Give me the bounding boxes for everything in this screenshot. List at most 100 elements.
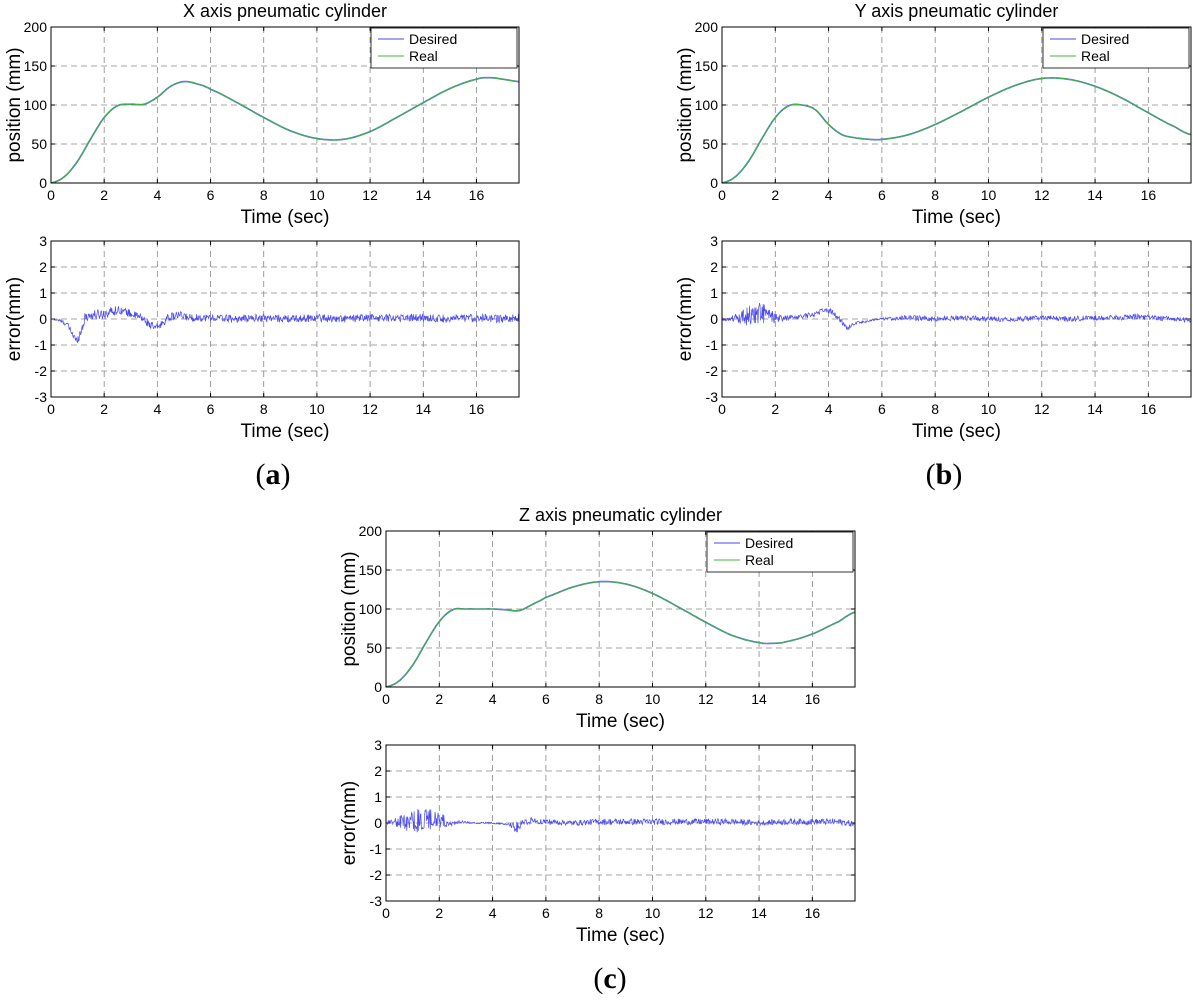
panel-b-error-xtick-label: 2 — [771, 401, 779, 417]
panel-a-error-xtick-label: 14 — [415, 401, 431, 417]
panel-a-series-error — [51, 306, 519, 343]
panel-b-position-ytick-label: 200 — [695, 19, 719, 35]
panel-b-position-xtick-label: 2 — [771, 187, 779, 203]
panel-c-error-xlabel: Time (sec) — [576, 925, 665, 946]
panel-c-position-xtick-label: 10 — [645, 691, 661, 707]
panel-c-error-xtick-label: 4 — [489, 905, 497, 921]
panel-b-series-error — [722, 302, 1191, 331]
panel-b-legend-label-real: Real — [1081, 48, 1110, 64]
panel-a-position-frame — [50, 26, 520, 184]
panel-c-error-frame — [385, 744, 856, 902]
panel-c-error-xtick-label: 0 — [382, 905, 390, 921]
panel-a-position-ytick-label: 0 — [39, 175, 47, 191]
panel-a-position-xtick-label: 0 — [47, 187, 55, 203]
panel-a-error-ytick-label: 1 — [39, 285, 47, 301]
panel-b-error-ytick-label: -2 — [706, 363, 719, 379]
panel-c-legend-box — [706, 531, 854, 573]
panel-b-error-xtick-label: 14 — [1087, 401, 1103, 417]
panel-a-error-xtick-label: 10 — [309, 401, 325, 417]
panel-b-position-ylabel: position (mm) — [675, 47, 696, 162]
panel-b-error-xlabel: Time (sec) — [912, 421, 1001, 442]
panel-b-position-xtick-label: 16 — [1141, 187, 1157, 203]
panel-c-position-xtick-label: 8 — [595, 691, 603, 707]
panel-a-error-xtick-label: 6 — [207, 401, 215, 417]
panel-b-error-xtick-label: 12 — [1034, 401, 1050, 417]
panel-label-c: (c) — [593, 962, 627, 995]
panel-a-position-xtick-label: 10 — [309, 187, 325, 203]
panel-b-position-xtick-label: 4 — [825, 187, 833, 203]
panel-a-error-xtick-label: 0 — [47, 401, 55, 417]
panel-label-a: (a) — [255, 458, 291, 491]
panel-a-position-xtick-label: 14 — [415, 187, 431, 203]
panel-b-position-ytick-label: 0 — [710, 175, 718, 191]
panel-c-series-error — [386, 809, 855, 833]
panel-a-position-ytick-label: 50 — [31, 136, 47, 152]
panel-c-error-xtick-label: 16 — [805, 905, 821, 921]
panel-b-error-frame — [721, 240, 1192, 398]
panel-a-position-xtick-label: 8 — [260, 187, 268, 203]
panel-c-error-ytick-label: 2 — [374, 763, 382, 779]
panel-b-error-xtick-label: 10 — [981, 401, 997, 417]
panel-c-position-ytick-label: 200 — [359, 523, 383, 539]
panel-a-error-ytick-label: -2 — [35, 363, 48, 379]
panel-label-b: (b) — [925, 458, 963, 491]
panel-a-error-xtick-label: 2 — [100, 401, 108, 417]
panel-a-position-ytick-label: 200 — [24, 19, 48, 35]
panel-b-position-xlabel: Time (sec) — [912, 207, 1001, 228]
panel-c-position-ytick-label: 100 — [359, 601, 383, 617]
panel-b-position-ytick-label: 150 — [695, 58, 719, 74]
panel-b-position-xtick-label: 8 — [931, 187, 939, 203]
panel-a-error-ytick-label: 2 — [39, 259, 47, 275]
panel-b-legend-box — [1042, 27, 1190, 69]
panel-b-position-frame — [721, 26, 1192, 184]
panel-a-position-xtick-label: 4 — [153, 187, 161, 203]
panel-c-position-ytick-label: 50 — [366, 640, 382, 656]
panel-a-error-ytick-label: -3 — [35, 389, 48, 405]
panel-a-error-ytick-label: 0 — [39, 311, 47, 327]
panel-b-error-xtick-label: 16 — [1141, 401, 1157, 417]
panel-b-position-xtick-label: 14 — [1087, 187, 1103, 203]
panel-a-error-ylabel: error(mm) — [4, 277, 25, 361]
panel-a-position-xtick-label: 6 — [207, 187, 215, 203]
panel-a-position-xlabel: Time (sec) — [240, 207, 329, 228]
panel-c-error-xtick-label: 14 — [751, 905, 767, 921]
panel-c-position-xtick-label: 12 — [698, 691, 714, 707]
panel-a-position-ytick-label: 100 — [24, 97, 48, 113]
panel-c-error-xtick-label: 10 — [645, 905, 661, 921]
panel-a-position-ytick-label: 150 — [24, 58, 48, 74]
panel-a-position-xtick-label: 2 — [100, 187, 108, 203]
panel-b-error-ylabel: error(mm) — [675, 277, 696, 361]
panel-b-error-xtick-label: 0 — [718, 401, 726, 417]
panel-c-position-ytick-label: 150 — [359, 562, 383, 578]
panel-a-legend-box — [370, 27, 518, 69]
panel-a-position-title: X axis pneumatic cylinder — [183, 1, 387, 21]
panel-a-position-axes: 0 2 4 6 8 10 12 14 16 0 50 100 150 200 Time (sec) posit… — [4, 1, 520, 228]
panel-a-error-frame — [50, 240, 520, 398]
panel-a-position-xtick-label: 16 — [469, 187, 485, 203]
panel-b-error-ytick-label: -1 — [706, 337, 719, 353]
panel-c-position-title: Z axis pneumatic cylinder — [519, 505, 722, 525]
panel-c-position-axes: 0 2 4 6 8 10 12 14 16 0 50 100 150 200 Time (sec) posit… — [339, 505, 856, 732]
panel-b-position-xtick-label: 6 — [878, 187, 886, 203]
panel-a-error-xtick-label: 16 — [469, 401, 485, 417]
panel-c-error-ytick-label: 3 — [374, 737, 382, 753]
panel-c-error-xtick-label: 2 — [435, 905, 443, 921]
panel-c-position-ylabel: position (mm) — [339, 551, 360, 666]
panel-c-position-xtick-label: 0 — [382, 691, 390, 707]
panel-c-error-ytick-label: 1 — [374, 789, 382, 805]
panel-c-position-xtick-label: 16 — [805, 691, 821, 707]
panel-c-position-xtick-label: 14 — [751, 691, 767, 707]
panel-a-error-xlabel: Time (sec) — [240, 421, 329, 442]
panel-b-error-xtick-label: 8 — [931, 401, 939, 417]
panel-c-series-real — [386, 581, 855, 687]
panel-c-legend-label-desired: Desired — [745, 535, 793, 551]
panel-c-position-xtick-label: 2 — [435, 691, 443, 707]
panel-c-error-xtick-label: 12 — [698, 905, 714, 921]
